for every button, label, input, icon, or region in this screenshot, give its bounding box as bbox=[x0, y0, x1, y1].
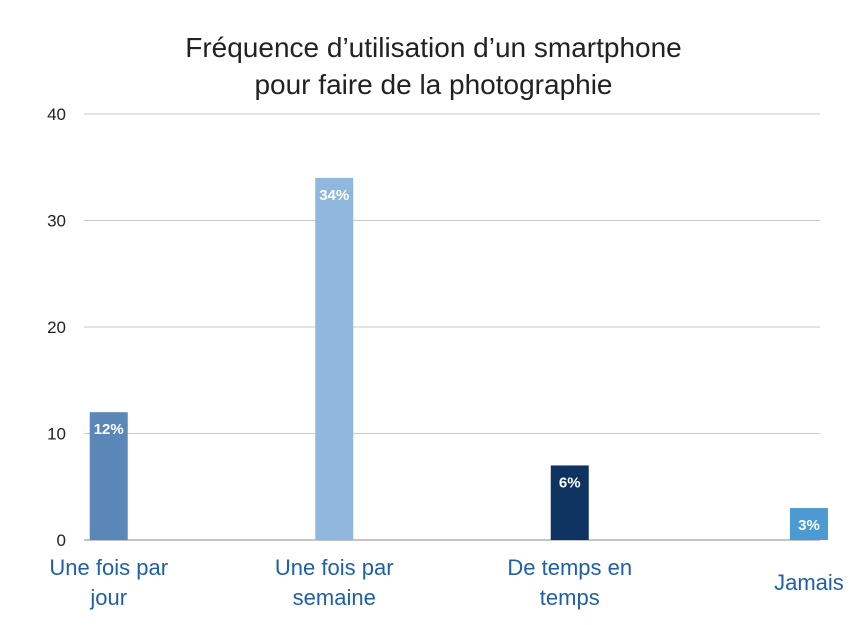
y-tick-label: 0 bbox=[57, 531, 66, 550]
x-category-label: semaine bbox=[293, 585, 376, 610]
x-category-label: jour bbox=[89, 585, 127, 610]
x-category-label: Jamais bbox=[774, 570, 844, 595]
bar bbox=[315, 177, 354, 540]
y-tick-label: 20 bbox=[47, 318, 66, 337]
x-category-label: temps bbox=[540, 585, 600, 610]
data-label: 3% bbox=[798, 517, 820, 534]
y-tick-label: 10 bbox=[47, 425, 66, 444]
chart-title-line-2: pour faire de la photographie bbox=[254, 69, 613, 100]
bar bbox=[550, 465, 589, 540]
x-category-label: Une fois par bbox=[275, 555, 394, 580]
data-label: 6% bbox=[559, 474, 581, 491]
data-label: 12% bbox=[94, 421, 124, 438]
y-tick-label: 40 bbox=[47, 105, 66, 124]
bar bbox=[789, 508, 828, 540]
chart-title-line-1: Fréquence d’utilisation d’un smartphone bbox=[185, 32, 682, 63]
data-label: 34% bbox=[319, 187, 349, 204]
bar bbox=[89, 412, 128, 540]
x-category-label: Une fois par bbox=[49, 555, 168, 580]
y-tick-label: 30 bbox=[47, 212, 66, 231]
x-category-label: De temps en bbox=[507, 555, 632, 580]
